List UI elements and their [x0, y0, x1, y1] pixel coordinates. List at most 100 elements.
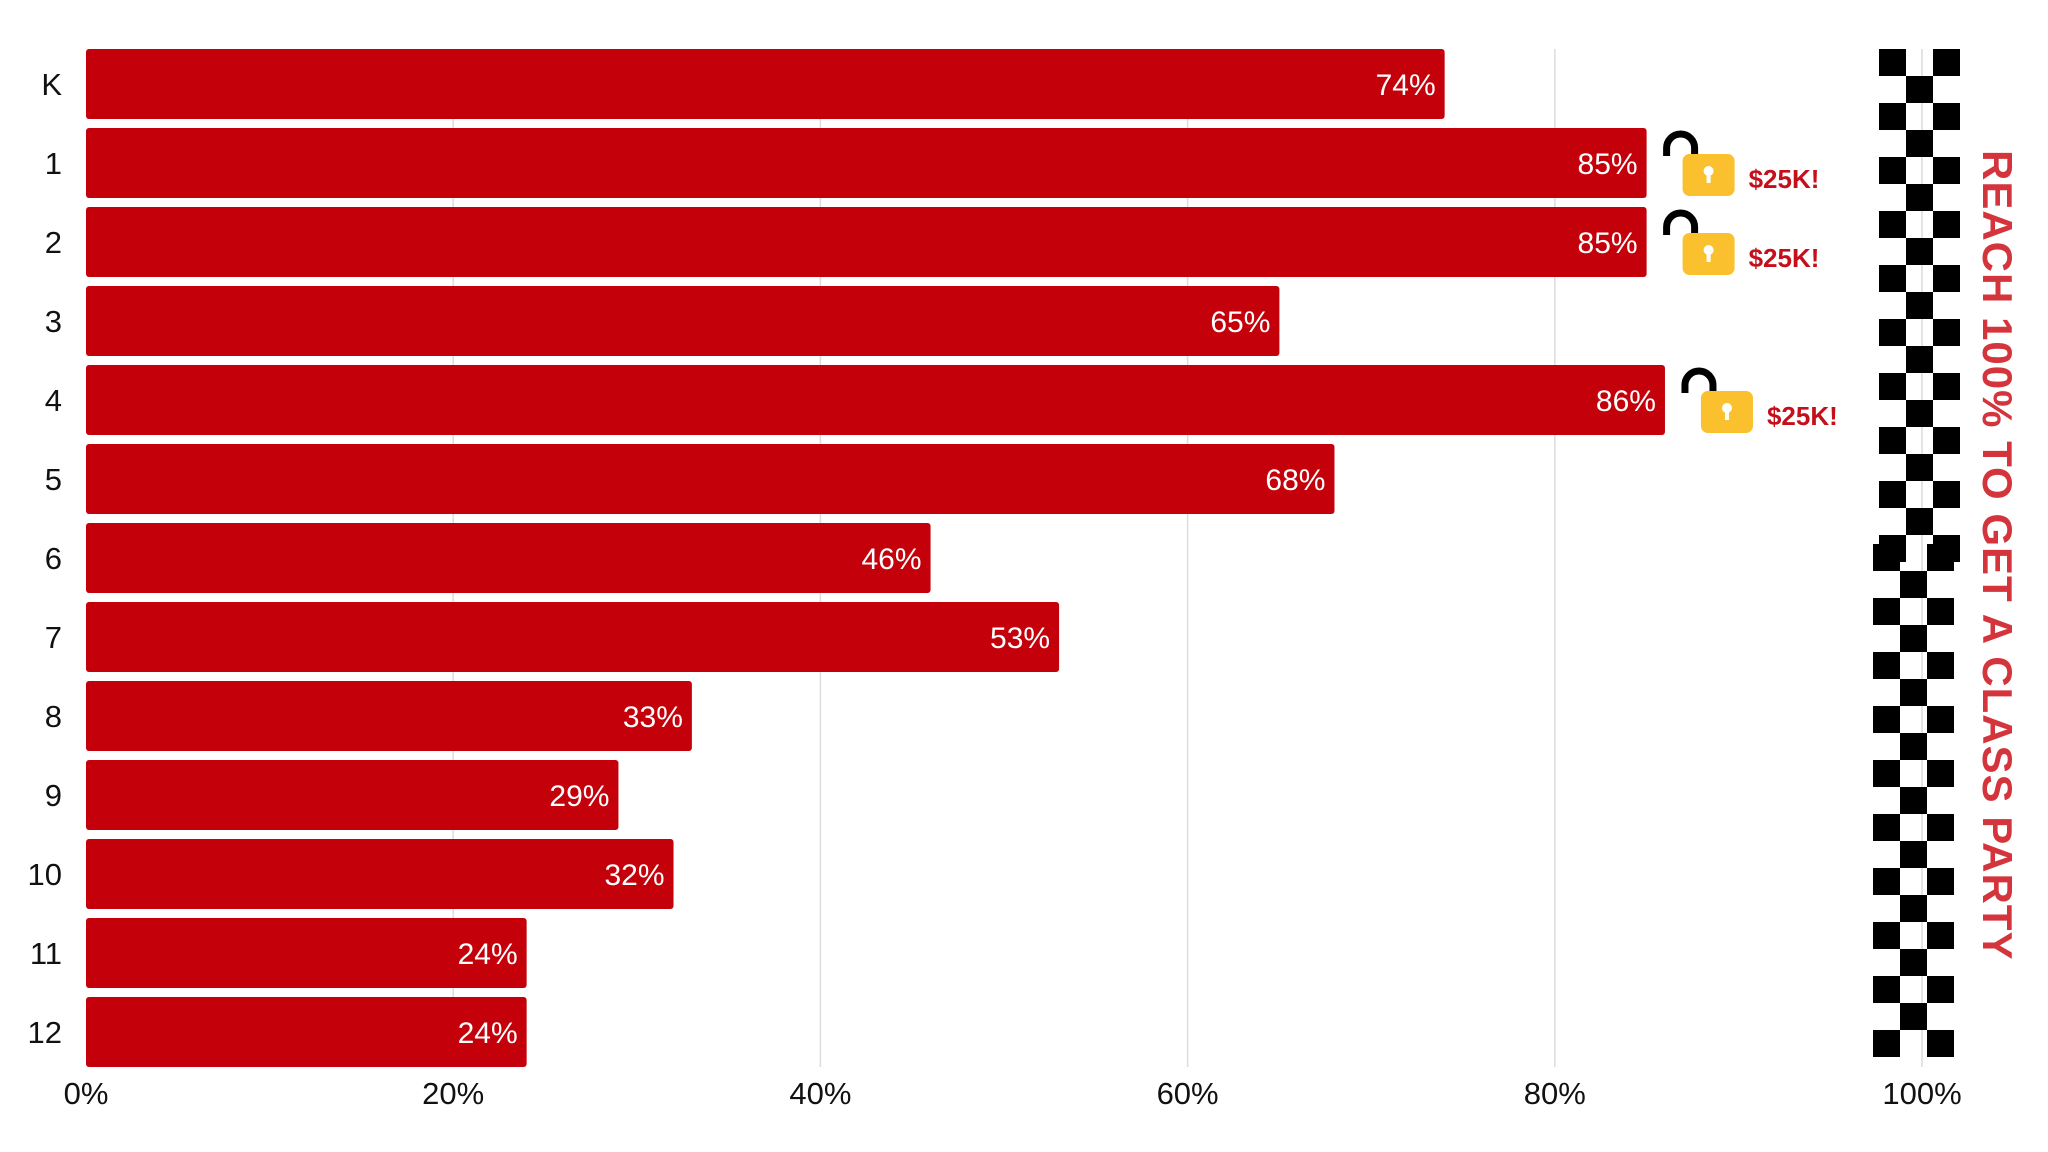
y-tick-label: 1 — [45, 146, 62, 181]
x-tick-label: 0% — [64, 1076, 109, 1111]
bar-value-label: 85% — [1578, 148, 1638, 181]
y-tick-label: 11 — [30, 936, 62, 971]
y-tick-label: 8 — [45, 699, 62, 734]
bar-value-label: 68% — [1265, 464, 1325, 497]
checker-square — [1900, 787, 1927, 814]
checker-square — [1879, 49, 1906, 76]
checker-square — [1927, 544, 1954, 571]
checker-square — [1933, 265, 1960, 292]
checker-square — [1900, 1003, 1927, 1030]
bar — [86, 681, 692, 751]
checker-square — [1873, 922, 1900, 949]
checker-square — [1879, 427, 1906, 454]
y-tick-label: 5 — [45, 462, 62, 497]
checker-square — [1906, 454, 1933, 481]
bar-value-label: 85% — [1578, 227, 1638, 260]
checker-square — [1933, 157, 1960, 184]
bar-value-label: 53% — [990, 622, 1050, 655]
checker-square — [1906, 508, 1933, 535]
checker-square — [1900, 895, 1927, 922]
bar — [86, 365, 1665, 435]
checker-square — [1933, 211, 1960, 238]
bar-value-label: 74% — [1376, 69, 1436, 102]
padlock-shackle — [1681, 367, 1717, 393]
checker-square — [1873, 868, 1900, 895]
checker-square — [1906, 292, 1933, 319]
checker-square — [1873, 652, 1900, 679]
y-tick-label: 2 — [45, 225, 62, 260]
unlocked-padlock-icon — [1663, 209, 1735, 275]
bar-value-label: 33% — [623, 701, 683, 734]
checker-square — [1927, 814, 1954, 841]
checker-square — [1900, 841, 1927, 868]
checker-square — [1900, 733, 1927, 760]
checker-square — [1900, 679, 1927, 706]
checker-square — [1927, 706, 1954, 733]
bar — [86, 523, 931, 593]
checker-square — [1900, 625, 1927, 652]
reward-label: $25K! — [1749, 164, 1820, 194]
checker-square — [1900, 571, 1927, 598]
y-tick-label: 9 — [45, 778, 62, 813]
checker-square — [1927, 868, 1954, 895]
x-tick-label: 40% — [789, 1076, 851, 1111]
x-tick-label: 60% — [1157, 1076, 1219, 1111]
keyhole — [1703, 166, 1714, 176]
bar — [86, 760, 619, 830]
checker-square — [1873, 760, 1900, 787]
checker-square — [1906, 184, 1933, 211]
bar-value-label: 86% — [1596, 385, 1656, 418]
unlocked-padlock-icon — [1681, 367, 1753, 433]
checker-square — [1906, 346, 1933, 373]
checker-square — [1906, 400, 1933, 427]
side-caption-container: REACH 100% TO GET A CLASS PARTY — [1972, 150, 2022, 970]
checker-square — [1933, 427, 1960, 454]
checker-square — [1873, 814, 1900, 841]
bar — [86, 49, 1445, 119]
y-tick-label: 10 — [28, 857, 62, 892]
keyhole — [1721, 403, 1732, 413]
checker-square — [1927, 976, 1954, 1003]
checker-square — [1873, 706, 1900, 733]
checker-square — [1873, 976, 1900, 1003]
y-tick-label: K — [41, 67, 62, 102]
bar-value-label: 29% — [549, 780, 609, 813]
checker-square — [1927, 760, 1954, 787]
checker-square — [1900, 949, 1927, 976]
checker-square — [1933, 481, 1960, 508]
x-tick-label: 20% — [422, 1076, 484, 1111]
bar-value-label: 24% — [458, 938, 518, 971]
reward-label: $25K! — [1767, 401, 1838, 431]
unlocked-padlock-icon — [1663, 130, 1735, 196]
bar-value-label: 65% — [1210, 306, 1270, 339]
y-tick-label: 12 — [28, 1015, 62, 1050]
y-tick-label: 4 — [45, 383, 62, 418]
checker-square — [1933, 103, 1960, 130]
y-tick-label: 3 — [45, 304, 62, 339]
checker-square — [1927, 652, 1954, 679]
checker-square — [1927, 1030, 1954, 1057]
checker-square — [1933, 373, 1960, 400]
padlock-shackle — [1663, 209, 1699, 235]
padlock-shackle — [1663, 130, 1699, 156]
checker-square — [1873, 1030, 1900, 1057]
y-tick-label: 6 — [45, 541, 62, 576]
x-tick-label: 100% — [1882, 1076, 1961, 1111]
bar — [86, 839, 674, 909]
bar — [86, 286, 1280, 356]
checker-square — [1906, 238, 1933, 265]
keyhole — [1724, 409, 1729, 420]
keyhole — [1706, 251, 1711, 262]
x-tick-label: 80% — [1524, 1076, 1586, 1111]
checker-square — [1879, 319, 1906, 346]
bar — [86, 207, 1647, 277]
checker-square — [1879, 373, 1906, 400]
bar-value-label: 32% — [604, 859, 664, 892]
checker-square — [1873, 598, 1900, 625]
checkered-flag-icon — [1873, 49, 1960, 1057]
y-tick-label: 7 — [45, 620, 62, 655]
bar — [86, 918, 527, 988]
bar-value-label: 24% — [458, 1017, 518, 1050]
bar — [86, 444, 1335, 514]
